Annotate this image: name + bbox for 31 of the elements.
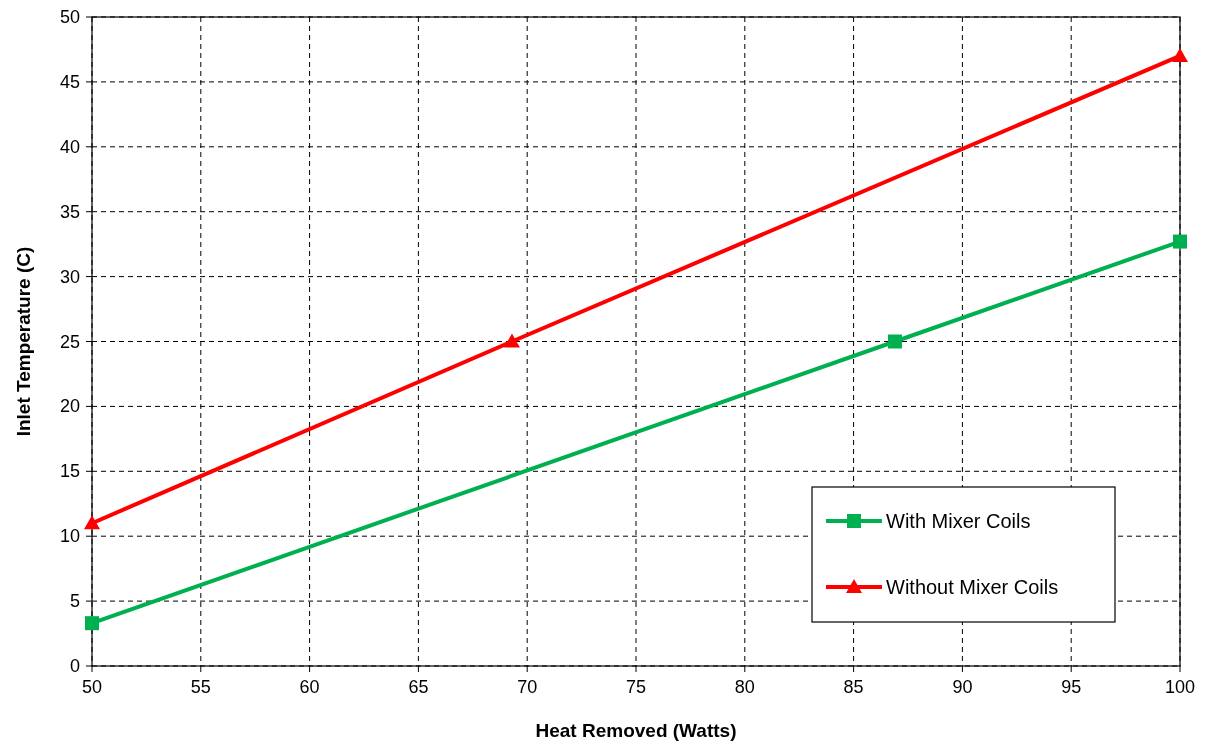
y-tick-label: 50 [59,7,80,27]
x-tick-label: 65 [408,677,429,697]
y-tick-label: 15 [59,461,80,482]
point [85,616,99,631]
y-tick-label: 10 [59,526,80,547]
x-tick-label: 70 [517,677,538,697]
point [887,334,902,349]
y-tick-label: 30 [59,266,80,287]
y-tick-label: 45 [59,71,80,92]
y-axis-title: Inlet Temperature (C) [13,246,34,437]
y-tick-label: 25 [59,331,80,352]
x-tick-label: 80 [734,677,755,697]
y-tick-label: 20 [59,396,80,417]
legend-label: With Mixer Coils [886,510,1031,532]
x-axis-title: Heat Removed (Watts) [535,720,737,741]
x-tick-label: 95 [1061,677,1082,697]
y-tick-label: 40 [59,136,80,157]
point [1173,234,1187,249]
x-tick-label: 75 [625,677,647,697]
y-tick-label: 35 [59,201,80,222]
y-tick-label: 0 [69,656,80,676]
x-tick-label: 85 [843,677,864,697]
point [84,515,100,530]
legend-label: Without Mixer Coils [886,576,1059,598]
point [503,333,520,348]
x-tick-label: 55 [190,677,211,697]
y-tick-label: 5 [69,591,80,612]
x-tick-label: 60 [299,677,320,697]
x-tick-label: 100 [1164,677,1196,697]
point [1172,47,1188,62]
x-tick-label: 90 [952,677,973,697]
